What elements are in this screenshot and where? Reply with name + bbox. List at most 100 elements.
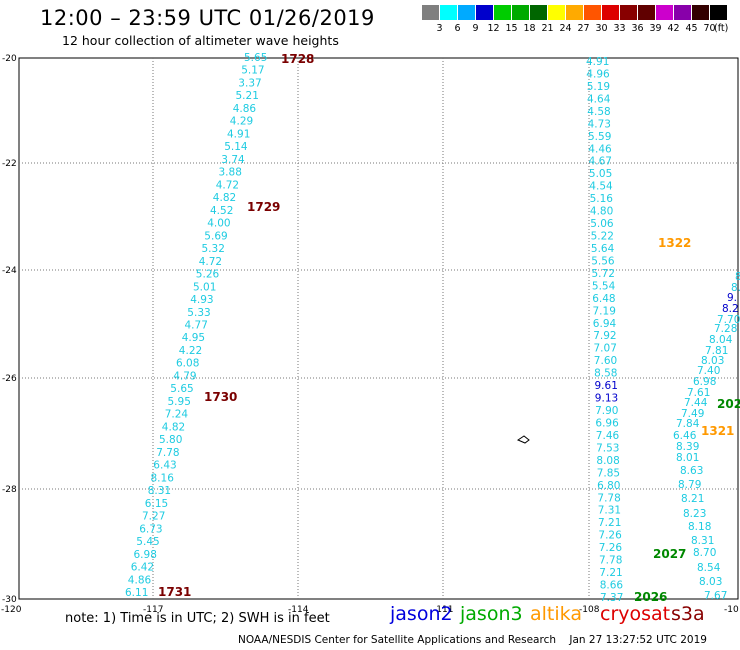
swh-value-west: 4.72 [216, 179, 239, 191]
swh-value-northeast: 8 [735, 271, 740, 283]
latitude-label: -20 [2, 54, 17, 64]
swh-value-west: 4.93 [190, 294, 213, 306]
longitude-label: -10 [724, 605, 739, 615]
swh-value-northeast: 8.63 [680, 465, 703, 477]
swh-value-east: 6.96 [595, 418, 619, 430]
swh-value-east: 8.08 [596, 455, 619, 467]
legend-swatch [440, 5, 457, 20]
footer-note: note: 1) Time is in UTC; 2) SWH is in fe… [65, 611, 330, 626]
swh-value-west: 6.43 [153, 460, 176, 472]
pass-time-label: 1322 [658, 236, 691, 250]
island-outline [516, 435, 530, 444]
legend-swatch [710, 5, 727, 20]
swh-value-west: 5.21 [236, 90, 259, 102]
credit-text: NOAA/NESDIS Center for Satellite Applica… [238, 634, 556, 646]
satellite-name: s3a [671, 603, 705, 625]
swh-value-west: 8.16 [151, 472, 175, 484]
swh-value-east: 4.91 [586, 56, 609, 68]
swh-value-east: 5.06 [590, 218, 614, 230]
legend-swatch [548, 5, 565, 20]
pass-time-label: 1729 [247, 200, 280, 214]
swh-value-west: 6.11 [125, 587, 148, 599]
legend-label: 36 [631, 23, 644, 34]
swh-value-northeast: 8.18 [688, 521, 711, 533]
latitude-label: -24 [2, 266, 17, 276]
longitude-label: -108 [579, 605, 600, 615]
altimeter-tracks: 5.655.173.375.214.864.294.915.143.743.88… [125, 52, 740, 604]
swh-value-northeast: 8.70 [693, 547, 716, 559]
swh-value-east: 5.64 [591, 243, 615, 255]
swh-value-west: 4.00 [207, 218, 230, 230]
swh-value-west: 6.42 [131, 562, 154, 574]
swh-value-west: 4.82 [213, 192, 236, 204]
satellite-name: jason3 [460, 603, 523, 625]
swh-value-northeast: 7.40 [697, 365, 720, 377]
map-subtitle: 12 hour collection of altimeter wave hei… [62, 33, 339, 48]
longitude-label: -111 [433, 605, 453, 615]
swh-value-east: 8.66 [600, 580, 624, 592]
swh-value-northeast: 7.44 [684, 397, 708, 409]
swh-value-east: 7.92 [593, 330, 616, 342]
swh-value-west: 5.69 [204, 230, 227, 242]
swh-value-west: 4.52 [210, 205, 233, 217]
swh-value-east: 5.22 [591, 231, 614, 243]
pass-time-label: 2026 [634, 590, 667, 604]
swh-value-east: 5.16 [590, 193, 614, 205]
swh-value-east: 5.59 [588, 131, 611, 143]
swh-value-east: 7.85 [597, 467, 620, 479]
swh-value-west: 4.29 [230, 116, 253, 128]
swh-value-west: 4.95 [182, 332, 205, 344]
swh-value-west: 4.72 [199, 256, 222, 268]
swh-value-west: 5.65 [170, 383, 193, 395]
legend-swatch [566, 5, 583, 20]
swh-value-west: 5.95 [168, 396, 191, 408]
latitude-label: -26 [2, 374, 17, 384]
swh-value-east: 5.05 [589, 168, 612, 180]
swh-value-northeast: 7.70 [717, 314, 740, 326]
swh-value-east: 6.94 [593, 318, 617, 330]
swh-value-east: 4.73 [588, 118, 611, 130]
swh-value-northeast: 7.28 [714, 323, 737, 335]
swh-value-east: 5.56 [591, 255, 615, 267]
legend-swatch [530, 5, 547, 20]
swh-value-northeast: 6.98 [693, 376, 716, 388]
satellite-name: altika [530, 603, 582, 625]
satellite-name: cryosat [600, 603, 671, 625]
swh-value-west: 8.31 [148, 485, 171, 497]
swh-value-west: 5.17 [241, 65, 264, 77]
legend-unit: (ft) [714, 23, 729, 34]
swh-value-east: 5.19 [587, 81, 610, 93]
legend-label: 6 [454, 23, 461, 34]
legend-swatch [620, 5, 637, 20]
credit-line: NOAA/NESDIS Center for Satellite Applica… [238, 634, 707, 646]
swh-value-west: 5.33 [187, 307, 210, 319]
swh-value-west: 5.14 [224, 141, 248, 153]
swh-value-northeast: 8.03 [701, 355, 724, 367]
swh-value-east: 6.48 [592, 293, 615, 305]
swh-value-northeast: 8.31 [691, 535, 714, 547]
swh-value-east: 7.78 [597, 492, 620, 504]
swh-value-west: 7.78 [156, 447, 179, 459]
legend-label: 18 [523, 23, 536, 34]
pass-time-label: 1728 [281, 52, 314, 66]
swh-value-east: 7.37 [600, 592, 623, 604]
swh-value-west: 6.15 [145, 498, 168, 510]
legend-label: 12 [487, 23, 500, 34]
swh-value-west: 4.82 [162, 421, 185, 433]
swh-value-northeast: 7.67 [704, 590, 727, 602]
swh-value-northeast: 8.04 [709, 334, 733, 346]
swh-value-west: 7.24 [165, 409, 189, 421]
pass-time-label: 2027 [653, 547, 686, 561]
legend-label: 15 [505, 23, 518, 34]
swh-value-east: 9.61 [595, 380, 618, 392]
swh-value-west: 6.73 [139, 523, 162, 535]
legend-swatch [674, 5, 691, 20]
swh-value-northeast: 7.84 [676, 418, 700, 430]
swh-value-northeast: 8.01 [676, 452, 699, 464]
legend-swatch [512, 5, 529, 20]
swh-value-northeast: 8.79 [678, 479, 701, 491]
longitude-label: -114 [288, 605, 309, 615]
swh-value-northeast: 8.2 [722, 303, 739, 315]
swh-value-east: 7.19 [593, 305, 616, 317]
latitude-label: -22 [2, 159, 17, 169]
